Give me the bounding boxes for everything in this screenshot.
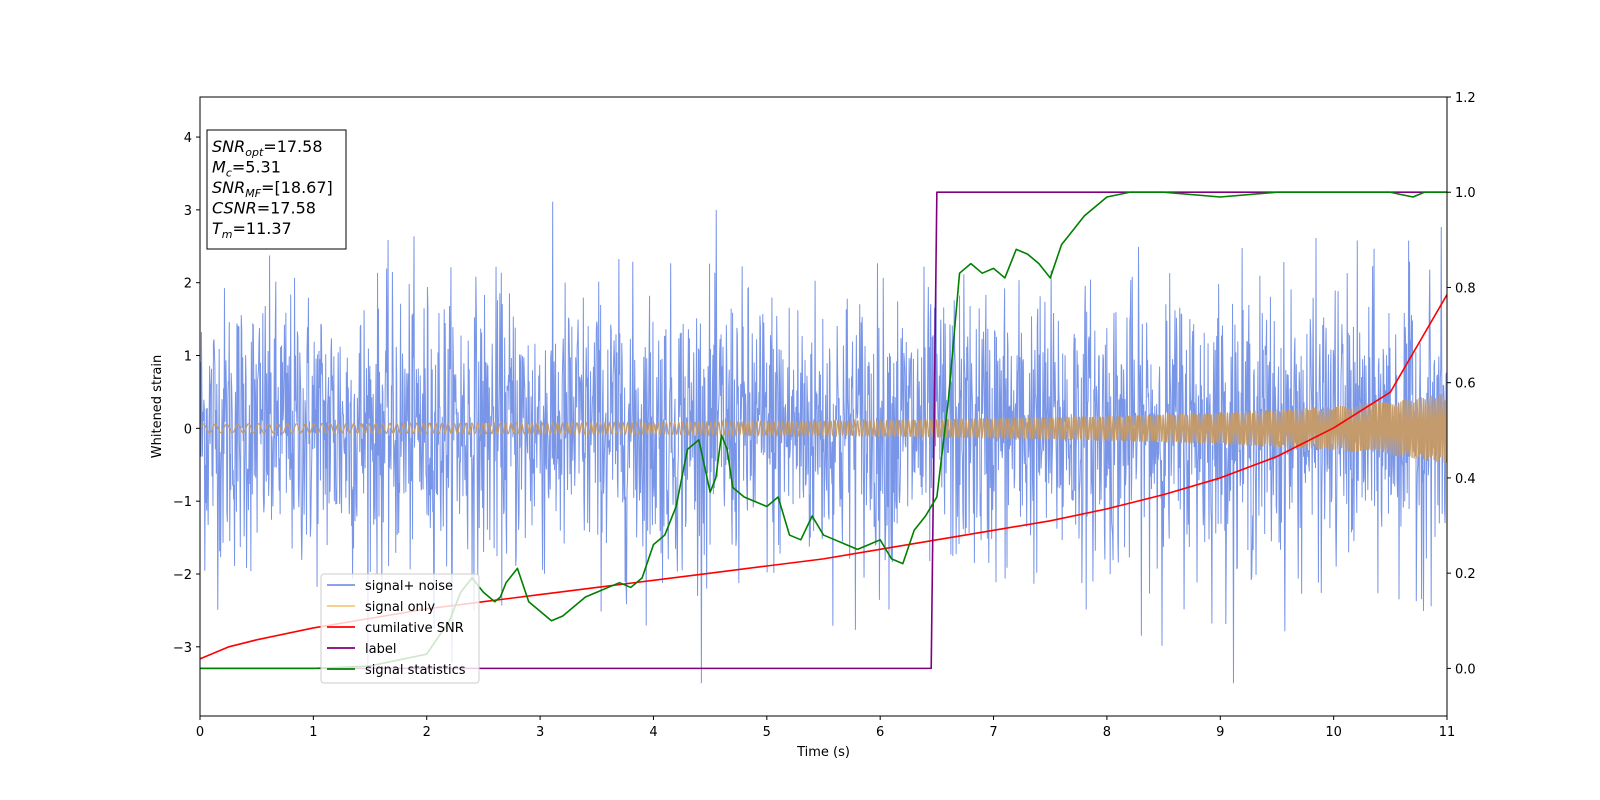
x-tick-label: 2 bbox=[423, 725, 431, 740]
info-line: SNRopt=17.58 bbox=[212, 137, 323, 159]
series-signal-noise bbox=[200, 201, 1447, 684]
series-signal-statistics bbox=[200, 191, 1447, 670]
y-left-tick-label: 0 bbox=[184, 422, 192, 437]
legend-label: label bbox=[365, 642, 396, 657]
info-line: Mc=5.31 bbox=[212, 158, 281, 180]
y-left-tick-label: −1 bbox=[173, 495, 192, 510]
y-left-tick-label: 1 bbox=[184, 350, 192, 365]
x-tick-label: 6 bbox=[876, 725, 884, 740]
x-tick-label: 1 bbox=[309, 725, 317, 740]
y-left-tick-label: −3 bbox=[173, 641, 192, 656]
legend: signal+ noise signal only cumilative SNR la… bbox=[320, 573, 480, 684]
series-label bbox=[200, 191, 1447, 670]
legend-label: signal statistics bbox=[365, 663, 466, 678]
x-tick-label: 10 bbox=[1325, 725, 1342, 740]
info-line: SNRMF=[18.67] bbox=[212, 178, 333, 200]
series-signal-only bbox=[200, 394, 1447, 463]
x-axis-label: Time (s) bbox=[796, 745, 850, 760]
x-tick-label: 8 bbox=[1103, 725, 1111, 740]
y-right-tick-label: 1.2 bbox=[1455, 91, 1476, 106]
y-left-tick-label: 4 bbox=[184, 131, 192, 146]
y-right-tick-label: 1.0 bbox=[1455, 186, 1476, 201]
y-right-tick-label: 0.4 bbox=[1455, 472, 1476, 487]
y-left-tick-label: −2 bbox=[173, 568, 192, 583]
legend-label: cumilative SNR bbox=[365, 621, 464, 636]
x-tick-label: 11 bbox=[1439, 725, 1456, 740]
x-tick-label: 0 bbox=[196, 725, 204, 740]
x-tick-label: 3 bbox=[536, 725, 544, 740]
info-line: Tm=11.37 bbox=[212, 219, 292, 241]
y-left-tick-label: 3 bbox=[184, 204, 192, 219]
plot-frame bbox=[199, 96, 1448, 717]
legend-label: signal only bbox=[365, 600, 435, 615]
x-tick-label: 5 bbox=[763, 725, 771, 740]
info-box: SNRopt=17.58Mc=5.31SNRMF=[18.67]CSNR=17.… bbox=[206, 129, 347, 250]
y-right-tick-label: 0.0 bbox=[1455, 662, 1476, 677]
x-tick-label: 7 bbox=[989, 725, 997, 740]
y-right-tick-label: 0.8 bbox=[1455, 281, 1476, 296]
x-tick-label: 9 bbox=[1216, 725, 1224, 740]
axes: 0 1 2 3 4 5 6 7 8 9 10 11 −3 −2 −1 0 1 2 3 4 0.0 0.2 0.4 0.6 0.8… bbox=[173, 91, 1476, 740]
legend-label: signal+ noise bbox=[365, 579, 453, 594]
y-axis-label: Whitened strain bbox=[150, 355, 165, 458]
y-right-tick-label: 0.2 bbox=[1455, 567, 1476, 582]
y-right-tick-label: 0.6 bbox=[1455, 377, 1476, 392]
info-line: CSNR=17.58 bbox=[212, 199, 316, 218]
x-tick-label: 4 bbox=[649, 725, 657, 740]
y-left-tick-label: 2 bbox=[184, 277, 192, 292]
